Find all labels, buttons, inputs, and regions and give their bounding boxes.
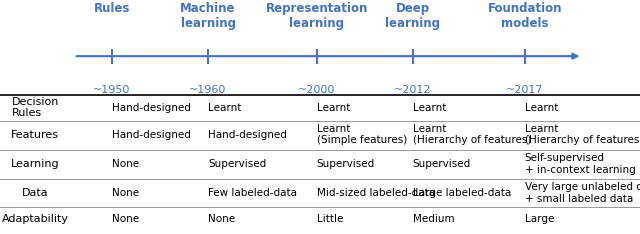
Text: Little: Little (317, 215, 343, 224)
Text: ~2000: ~2000 (298, 85, 335, 95)
Text: ~2017: ~2017 (506, 85, 543, 95)
Text: Medium: Medium (413, 215, 454, 224)
Text: Adaptability: Adaptability (2, 215, 68, 224)
Text: None: None (112, 188, 139, 198)
Text: Hand-designed: Hand-designed (112, 103, 191, 113)
Text: Learnt
(Hierarchy of features): Learnt (Hierarchy of features) (525, 124, 640, 145)
Text: Hand-designed: Hand-designed (112, 130, 191, 139)
Text: None: None (112, 215, 139, 224)
Text: None: None (112, 159, 139, 169)
Text: None: None (208, 215, 235, 224)
Text: Self-supervised
+ in-context learning: Self-supervised + in-context learning (525, 154, 636, 175)
Text: Learnt: Learnt (525, 103, 558, 113)
Text: Supervised: Supervised (317, 159, 375, 169)
Text: Learnt
(Hierarchy of features): Learnt (Hierarchy of features) (413, 124, 531, 145)
Text: Learnt
(Simple features): Learnt (Simple features) (317, 124, 407, 145)
Text: Deep
learning: Deep learning (385, 2, 440, 30)
Text: ~2012: ~2012 (394, 85, 431, 95)
Text: Machine
learning: Machine learning (180, 2, 236, 30)
Text: Rules: Rules (94, 2, 130, 15)
Text: Learnt: Learnt (208, 103, 241, 113)
Text: ~1960: ~1960 (189, 85, 227, 95)
Text: Very large unlabeled data
+ small labeled data: Very large unlabeled data + small labele… (525, 182, 640, 204)
Text: Learning: Learning (11, 159, 60, 169)
Text: Representation
learning: Representation learning (266, 2, 368, 30)
Text: Features: Features (12, 130, 60, 139)
Text: Large labeled-data: Large labeled-data (413, 188, 511, 198)
Text: Foundation
models: Foundation models (488, 2, 562, 30)
Text: Supervised: Supervised (208, 159, 266, 169)
Text: Supervised: Supervised (413, 159, 471, 169)
Text: Data: Data (22, 188, 49, 198)
Text: Learnt: Learnt (317, 103, 350, 113)
Text: Learnt: Learnt (413, 103, 446, 113)
Text: Mid-sized labeled-data: Mid-sized labeled-data (317, 188, 435, 198)
Text: Decision
Rules: Decision Rules (12, 97, 59, 118)
Text: Hand-designed: Hand-designed (208, 130, 287, 139)
Text: Large: Large (525, 215, 554, 224)
Text: ~1950: ~1950 (93, 85, 131, 95)
Text: Few labeled-data: Few labeled-data (208, 188, 297, 198)
